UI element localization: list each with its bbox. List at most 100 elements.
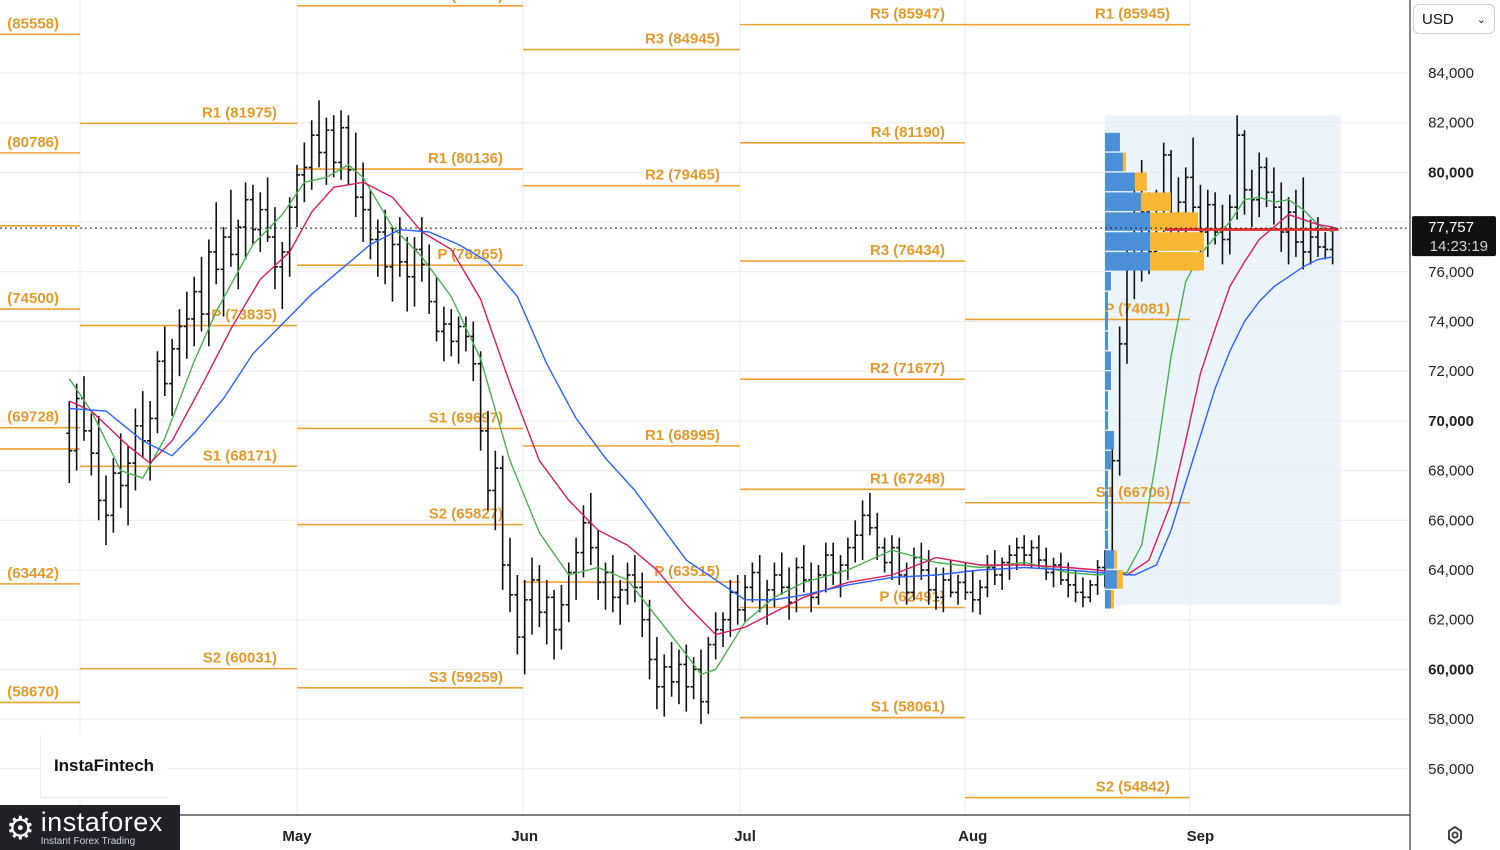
candle: [1028, 540, 1035, 568]
candle: [925, 550, 932, 605]
candle: [271, 207, 278, 290]
pivot-label: P (74081): [1104, 300, 1170, 317]
candle: [661, 654, 668, 717]
candle: [984, 555, 991, 598]
candle: [213, 202, 220, 285]
candle: [529, 557, 536, 635]
candle: [249, 184, 256, 245]
candle: [573, 537, 580, 600]
candle: [66, 401, 73, 484]
pivot-label: P (73835): [211, 307, 277, 324]
candle: [1006, 545, 1013, 580]
candle: [147, 401, 154, 481]
candle: [918, 542, 925, 580]
candle: [88, 413, 95, 476]
instaforex-logo: ⚙ instaforex Instant Forex Trading: [0, 805, 180, 850]
volume-bar-sell: [1104, 331, 1108, 351]
candle: [132, 408, 139, 491]
pivot-label: S1 (58061): [871, 699, 945, 716]
candle: [448, 309, 455, 357]
price-tick-label: 60,000: [1428, 661, 1474, 678]
candle: [205, 239, 212, 347]
candle: [1263, 157, 1270, 208]
candle: [639, 572, 646, 638]
volume-bar-sell: [1104, 152, 1123, 172]
volume-bar-sell: [1104, 391, 1108, 410]
candle: [1234, 115, 1241, 220]
candle: [279, 241, 286, 310]
price-tick-label: 76,000: [1428, 264, 1474, 281]
current-price-badge: [1412, 216, 1496, 257]
candle: [565, 562, 572, 623]
candle: [433, 276, 440, 342]
pivot-label: P (63515): [654, 563, 720, 580]
volume-bar-sell: [1104, 311, 1108, 331]
candle: [1057, 552, 1064, 585]
month-tick-label: May: [282, 828, 312, 845]
pivot-label: P (62491): [879, 588, 945, 605]
chevron-down-icon: ⌄: [1476, 13, 1486, 26]
candle: [962, 562, 969, 600]
pivot-label: R1 (85945): [1095, 6, 1170, 23]
candle: [426, 244, 433, 315]
candle: [756, 555, 763, 613]
price-tick-label: 82,000: [1428, 115, 1474, 132]
currency-select[interactable]: USD ⌄: [1413, 4, 1495, 34]
candle: [749, 562, 756, 603]
candle: [771, 562, 778, 608]
month-tick-label: Sep: [1187, 828, 1215, 845]
pivot-label: R2 (86704): [428, 0, 503, 4]
candle: [844, 537, 851, 580]
candle: [499, 455, 506, 590]
candle: [1190, 137, 1197, 220]
candle: [1256, 152, 1263, 218]
instafintech-logo: InstaFintech: [40, 735, 167, 798]
candle: [866, 492, 873, 536]
volume-bar-sell: [1104, 232, 1150, 251]
candle: [1292, 189, 1299, 257]
price-tick-label: 62,000: [1428, 612, 1474, 629]
candle: [95, 415, 102, 521]
volume-bar-buy: [1149, 232, 1204, 251]
volume-bar-sell: [1104, 351, 1111, 371]
pivot-label: S3 (59259): [429, 669, 503, 686]
price-axis-bg: [1408, 0, 1500, 850]
candle: [352, 132, 359, 218]
candle: [631, 555, 638, 603]
volume-bar-buy: [1140, 192, 1171, 211]
candle: [169, 338, 176, 416]
pivot-label: (63442): [7, 565, 59, 582]
candle: [492, 450, 499, 531]
candle: [1322, 232, 1329, 260]
candle: [316, 100, 323, 168]
candle: [815, 565, 822, 605]
candle: [183, 291, 190, 359]
candle: [455, 316, 462, 364]
candle: [507, 537, 514, 613]
candle: [653, 637, 660, 710]
candle: [888, 535, 895, 580]
price-tick-label: 70,000: [1428, 413, 1474, 430]
candle: [103, 475, 110, 546]
volume-bar-sell: [1104, 570, 1117, 589]
candle: [286, 197, 293, 277]
pivot-label: R1 (80136): [428, 150, 503, 167]
candle: [595, 530, 602, 600]
candle: [125, 445, 132, 526]
candle: [742, 574, 749, 623]
price-tick-label: 72,000: [1428, 363, 1474, 380]
candle: [947, 560, 954, 598]
moving-averages: [68, 164, 1333, 676]
price-tick-label: 58,000: [1428, 711, 1474, 728]
pivot-levels: (85558) (80786) (74500) (69728) (63442) (5867…: [0, 0, 1190, 799]
candle: [1116, 326, 1123, 476]
pivot-label: S2 (54842): [1096, 779, 1170, 796]
candle: [1307, 219, 1314, 265]
settings-icon[interactable]: [1440, 820, 1470, 850]
candle: [301, 142, 308, 203]
pivot-label: R3 (84945): [645, 31, 720, 48]
volume-bar-sell: [1104, 530, 1108, 549]
candle: [294, 164, 300, 228]
